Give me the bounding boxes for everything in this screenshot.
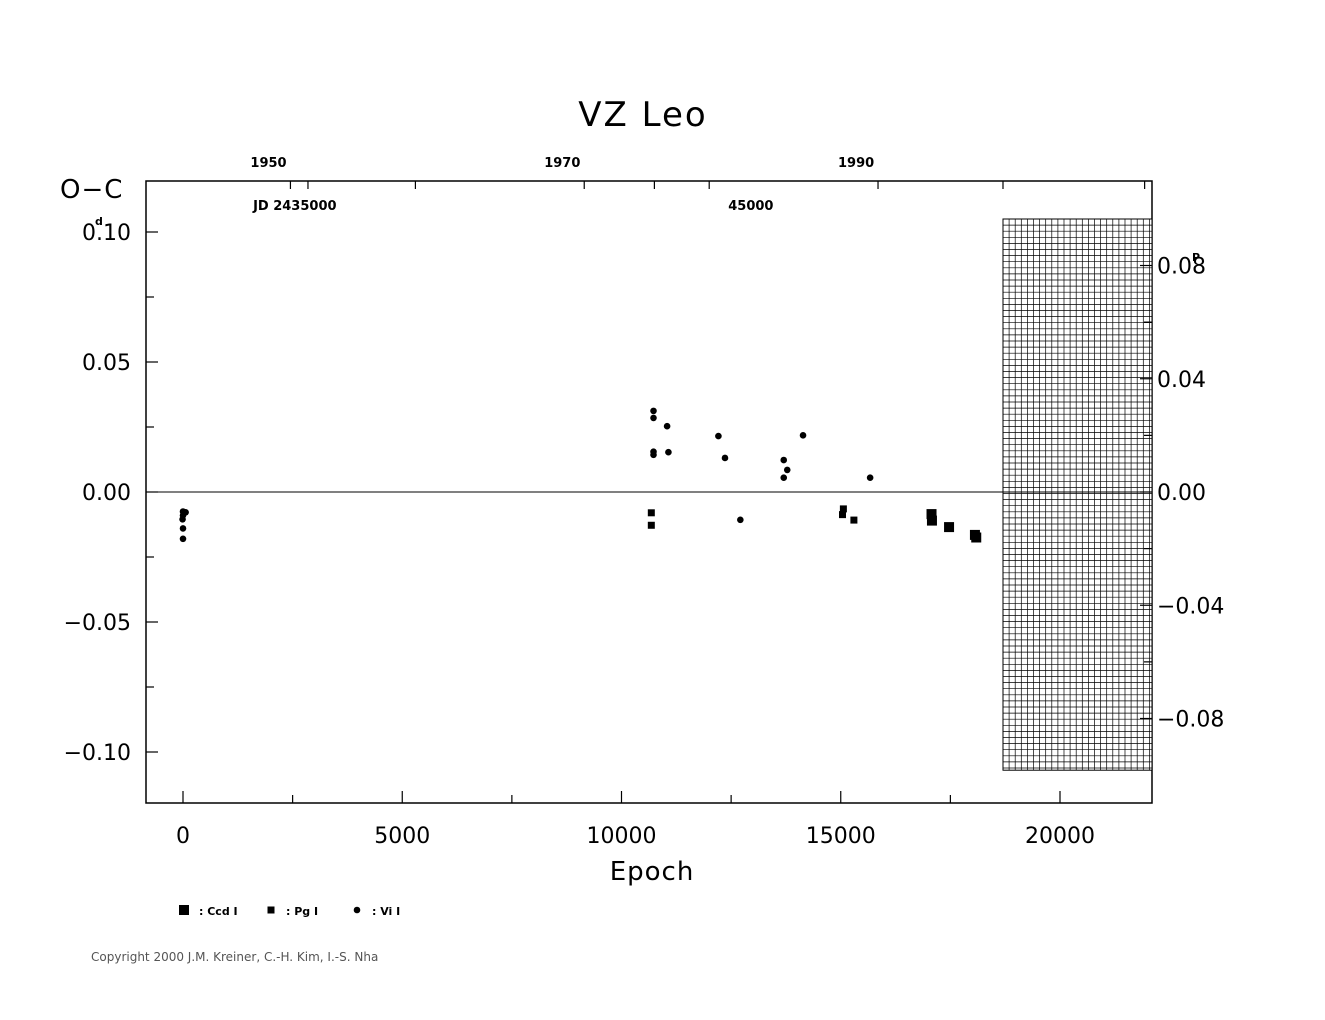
y-tick-label: −0.10 (64, 741, 131, 766)
y-axis-label: O−C d (60, 175, 123, 228)
y-tick-label: 0.10 (82, 221, 131, 246)
pg-point (647, 521, 655, 529)
vi-point (799, 432, 807, 439)
hatch-box (1002, 218, 1152, 771)
top-year-label: 1990 (838, 156, 874, 171)
vi-point (780, 474, 788, 482)
vi-point (715, 432, 722, 440)
y-tick-label: 0.05 (82, 351, 131, 376)
top-year-label: 1950 (250, 156, 286, 171)
vi-point (866, 474, 874, 482)
y-axis: 0.10 0.05 0.00 −0.05 −0.10 (64, 221, 158, 766)
ccd-point (971, 532, 982, 543)
top-year-label: 1970 (544, 156, 580, 171)
ccd-point (926, 515, 937, 526)
right-tick-label: −0.08 (1157, 708, 1224, 733)
copyright: Copyright 2000 J.M. Kreiner, C.-H. Kim, … (91, 950, 378, 964)
vi-point (182, 508, 189, 516)
legend-label: : Ccd I (199, 905, 238, 918)
vi-point (179, 525, 187, 532)
pg-point (839, 511, 847, 519)
vi-point (179, 516, 186, 523)
vi-point (650, 414, 657, 422)
vi-point (179, 535, 187, 543)
vi-point (650, 451, 657, 459)
top-axis: 1950 1970 1990 JD 2435000 45000 (250, 156, 1146, 214)
right-axis: 0.08 0.04 0.00 −0.04 −0.08 (1140, 255, 1224, 733)
y-axis-unit-left: d (95, 215, 103, 228)
legend-label: : Vi I (372, 905, 400, 918)
y-tick-label: −0.05 (64, 611, 131, 636)
pg-point (850, 516, 858, 524)
x-tick-label: 5000 (374, 824, 430, 849)
legend-marker-vi (353, 906, 361, 914)
vi-point (650, 407, 657, 415)
ccd-point (926, 509, 937, 520)
vi-point (737, 516, 744, 524)
hatched-region (1002, 218, 1152, 771)
right-tick-label: 0.04 (1157, 368, 1206, 393)
legend-marker-ccd (179, 905, 189, 915)
x-tick-label: 20000 (1025, 824, 1095, 849)
vi-point (783, 466, 791, 474)
vi-point (721, 454, 729, 462)
x-tick-label: 0 (176, 824, 190, 849)
x-tick-label: 15000 (806, 824, 876, 849)
pg-point (647, 509, 655, 517)
vi-point (780, 456, 788, 464)
x-axis: 0 5000 10000 15000 20000 (176, 791, 1095, 849)
vi-point (663, 422, 671, 430)
x-tick-label: 10000 (587, 824, 657, 849)
pg-point (839, 505, 847, 513)
top-jd-label: JD 2435000 (252, 199, 336, 214)
y-axis-title: O−C (60, 175, 123, 205)
legend-marker-pg (267, 906, 275, 914)
legend-label: : Pg I (286, 905, 318, 918)
right-axis-unit: P (1192, 251, 1200, 264)
right-tick-label: 0.00 (1157, 481, 1206, 506)
right-tick-label: 0.08 (1157, 255, 1206, 280)
top-jd-label: 45000 (728, 199, 773, 214)
legend: : Ccd I : Pg I : Vi I (179, 905, 400, 918)
x-axis-title: Epoch (610, 857, 695, 887)
ccd-point (944, 522, 955, 533)
vi-point (665, 448, 672, 456)
data-points (179, 407, 982, 543)
chart-title: VZ Leo (578, 95, 707, 135)
y-tick-label: 0.00 (82, 481, 131, 506)
right-tick-label: −0.04 (1157, 594, 1224, 619)
